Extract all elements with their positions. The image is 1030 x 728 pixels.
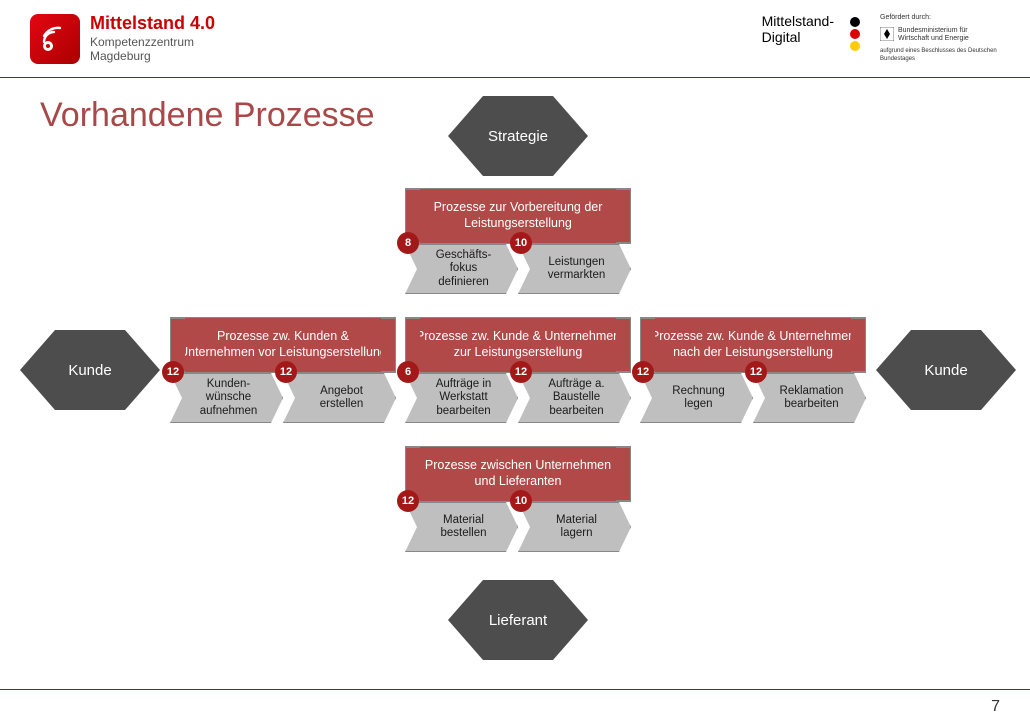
steps: 12 Materialbestellen 10 Materiallagern xyxy=(405,502,631,552)
hex-kunde-right: Kunde xyxy=(876,330,1016,410)
group-top: Prozesse zur Vorbereitung der Leistungse… xyxy=(405,188,631,294)
footer-line xyxy=(0,689,1030,690)
step: Aufträge a.Baustellebearbeiten xyxy=(518,373,631,423)
group-mid3: Prozesse zw. Kunde & Unternehmen nach de… xyxy=(640,317,866,423)
step-wrap: 12 Materialbestellen xyxy=(405,502,518,552)
header: Mittelstand 4.0 Kompetenzzentrum Magdebu… xyxy=(0,0,1030,78)
gov-mid: Bundesministerium für Wirtschaft und Ene… xyxy=(898,27,988,44)
md-line1: Mittelstand- xyxy=(762,14,834,29)
step-wrap: 12 Rechnunglegen xyxy=(640,373,753,423)
step-wrap: 12 Angeboterstellen xyxy=(283,373,396,423)
eagle-icon xyxy=(880,27,894,41)
steps: 8 Geschäfts-fokusdefinieren 10 Leistunge… xyxy=(405,244,631,294)
badge: 10 xyxy=(510,490,532,512)
badge: 6 xyxy=(397,361,419,383)
step: Leistungenvermarkten xyxy=(518,244,631,294)
step: Angeboterstellen xyxy=(283,373,396,423)
mittelstand-digital-logo: Mittelstand- Digital xyxy=(762,14,860,45)
hex-kunde-left: Kunde xyxy=(20,330,160,410)
step-wrap: 10 Materiallagern xyxy=(518,502,631,552)
hex-lieferant: Lieferant xyxy=(448,580,588,660)
logo-sub2: Magdeburg xyxy=(90,49,215,63)
step: Reklamationbearbeiten xyxy=(753,373,866,423)
badge: 12 xyxy=(510,361,532,383)
wifi-gear-icon xyxy=(30,14,80,64)
step-wrap: 8 Geschäfts-fokusdefinieren xyxy=(405,244,518,294)
step: Materiallagern xyxy=(518,502,631,552)
logo-text: Mittelstand 4.0 Kompetenzzentrum Magdebu… xyxy=(90,13,215,63)
group-bot: Prozesse zwischen Unternehmen und Liefer… xyxy=(405,446,631,552)
logo-right: Mittelstand- Digital Gefördert durch: Bu… xyxy=(762,14,1000,63)
logo-left: Mittelstand 4.0 Kompetenzzentrum Magdebu… xyxy=(30,13,215,63)
step-wrap: 12 Reklamationbearbeiten xyxy=(753,373,866,423)
step: Materialbestellen xyxy=(405,502,518,552)
badge: 12 xyxy=(397,490,419,512)
hex-strategie: Strategie xyxy=(448,96,588,176)
badge: 10 xyxy=(510,232,532,254)
badge: 12 xyxy=(162,361,184,383)
gov-logo: Gefördert durch: Bundesministerium für W… xyxy=(880,14,1000,63)
flag-dots-icon xyxy=(850,16,860,52)
group-mid1: Prozesse zw. Kunden & Unternehmen vor Le… xyxy=(170,317,396,423)
step-wrap: 12 Kunden-wünscheaufnehmen xyxy=(170,373,283,423)
badge: 8 xyxy=(397,232,419,254)
logo-sub1: Kompetenzzentrum xyxy=(90,35,215,49)
gov-bot: aufgrund eines Beschlusses des Deutschen… xyxy=(880,48,1000,62)
steps: 12 Rechnunglegen 12 Reklamationbearbeite… xyxy=(640,373,866,423)
step-wrap: 12 Aufträge a.Baustellebearbeiten xyxy=(518,373,631,423)
step: Aufträge inWerkstattbearbeiten xyxy=(405,373,518,423)
step: Geschäfts-fokusdefinieren xyxy=(405,244,518,294)
steps: 12 Kunden-wünscheaufnehmen 12 Angeboters… xyxy=(170,373,396,423)
step: Rechnunglegen xyxy=(640,373,753,423)
steps: 6 Aufträge inWerkstattbearbeiten 12 Auft… xyxy=(405,373,631,423)
badge: 12 xyxy=(275,361,297,383)
page-number: 7 xyxy=(991,698,1000,716)
diagram: Strategie Kunde Kunde Lieferant Prozesse… xyxy=(0,80,1030,688)
step-wrap: 6 Aufträge inWerkstattbearbeiten xyxy=(405,373,518,423)
step: Kunden-wünscheaufnehmen xyxy=(170,373,283,423)
step-wrap: 10 Leistungenvermarkten xyxy=(518,244,631,294)
badge: 12 xyxy=(745,361,767,383)
gov-top: Gefördert durch: xyxy=(880,14,1000,22)
md-line2: Digital xyxy=(762,30,834,45)
group-mid2: Prozesse zw. Kunde & Unternehmen zur Lei… xyxy=(405,317,631,423)
badge: 12 xyxy=(632,361,654,383)
logo-title: Mittelstand 4.0 xyxy=(90,13,215,35)
